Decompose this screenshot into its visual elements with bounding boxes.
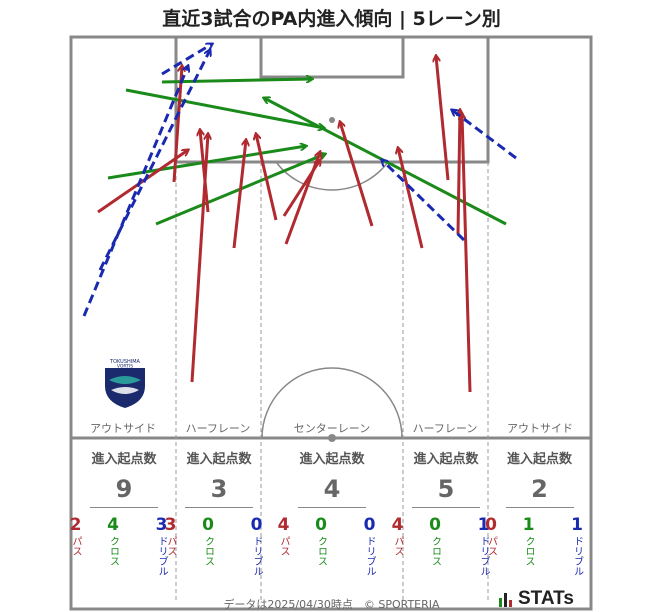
pass-count: 0 [485, 515, 497, 535]
pass-arrow [190, 134, 208, 383]
pass-arrow [232, 140, 246, 249]
dribble-label: ドリブル [156, 536, 167, 576]
team-logo-text-2: VORTIS [117, 364, 133, 370]
lane-total: 4 [323, 475, 341, 503]
lane-total: 9 [115, 475, 133, 503]
brand-logo: STATs [498, 588, 574, 610]
pass-label: パス [165, 536, 176, 556]
lane-label-center: センターレーン [294, 422, 370, 435]
cross-arrow [125, 88, 324, 128]
footer-text: データは2025/04/30時点 © SPORTERIA [223, 598, 440, 611]
dribble-label: ドリブル [364, 536, 375, 576]
dribble-arrow [98, 50, 210, 271]
dribble-arrows [82, 44, 517, 317]
brand-name: STATs [518, 588, 574, 609]
pass-arrow [462, 114, 472, 393]
pass-label: パス [70, 536, 81, 556]
penalty-arc [275, 161, 389, 191]
lane-stats-center: 進入起点数 4 4 パス 0 クロス 0 ドリブル [263, 448, 401, 576]
pass-arrow [284, 152, 320, 245]
cross-label: クロス [429, 536, 441, 566]
dribble-arrow [382, 160, 466, 242]
dribble-count: 3 [155, 515, 168, 535]
cross-label: クロス [107, 536, 119, 566]
cross-count: 0 [429, 515, 441, 535]
team-logo: TOKUSHIMA VORTIS [105, 359, 145, 408]
pass-arrows [97, 56, 472, 393]
lane-stats-right-half: 進入起点数 5 4 パス 0 クロス 1 ドリブル [392, 448, 490, 576]
pass-arrow [172, 66, 182, 183]
cross-count: 0 [202, 515, 214, 535]
cross-arrow [161, 79, 312, 84]
stats-header: 進入起点数 [506, 452, 572, 467]
stats-header: 進入起点数 [186, 452, 252, 467]
lane-dividers [175, 162, 489, 600]
cross-count: 1 [522, 515, 535, 535]
lane-label-left-outside: アウトサイド [90, 422, 156, 435]
dribble-count: 1 [571, 515, 583, 535]
dribble-arrow [82, 66, 188, 317]
stats-header: 進入起点数 [299, 452, 365, 467]
cross-label: クロス [315, 536, 327, 566]
lane-total: 2 [531, 475, 548, 503]
lane-label-right-half: ハーフレーン [413, 422, 478, 435]
pass-arrow [200, 130, 210, 213]
pass-arrow [256, 134, 278, 221]
lane-stats-left-outside: 進入起点数 9 2 パス 4 クロス 3 ドリブル [70, 448, 174, 576]
pass-count: 3 [164, 515, 177, 535]
dribble-arrow [161, 44, 212, 76]
lane-total: 3 [210, 475, 228, 503]
pass-label: パス [392, 536, 403, 556]
stats-header: 進入起点数 [91, 452, 157, 467]
cross-label: クロス [523, 536, 534, 566]
center-spot [328, 434, 336, 442]
pass-arrow [436, 56, 450, 181]
goal-area [259, 35, 405, 79]
dribble-count: 0 [363, 515, 376, 535]
dribble-label: ドリブル [571, 536, 583, 576]
stats-header: 進入起点数 [413, 452, 479, 467]
pass-arrow [398, 148, 424, 249]
page-title: 直近3試合のPA内進入傾向 | 5レーン別 [162, 8, 501, 30]
lane-label-right-outside: アウトサイド [507, 422, 573, 435]
pass-count: 4 [391, 515, 404, 535]
pass-arrow [340, 122, 374, 227]
lane-stats-left-half: 進入起点数 3 3 パス 0 クロス 0 ドリブル [165, 448, 263, 576]
brand-mark-icon [499, 593, 512, 607]
cross-count: 0 [315, 515, 327, 535]
lane-total: 5 [437, 475, 455, 503]
pass-count: 4 [277, 515, 290, 535]
team-logo-text-1: TOKUSHIMA [109, 359, 141, 365]
pass-label: パス [278, 536, 289, 556]
center-circle [261, 367, 403, 439]
dribble-label: ドリブル [478, 536, 489, 576]
pass-count: 2 [69, 515, 82, 535]
penalty-spot [329, 117, 335, 123]
dribble-count: 1 [477, 515, 490, 535]
lane-label-left-half: ハーフレーン [186, 422, 251, 435]
pass-label: パス [485, 536, 497, 556]
cross-count: 4 [107, 515, 119, 535]
dribble-count: 0 [250, 515, 263, 535]
dribble-label: ドリブル [251, 536, 262, 576]
cross-label: クロス [202, 536, 214, 566]
pass-arrow [458, 110, 460, 235]
lane-stats-right-outside: 進入起点数 2 0 パス 1 クロス 1 ドリブル [485, 448, 589, 576]
